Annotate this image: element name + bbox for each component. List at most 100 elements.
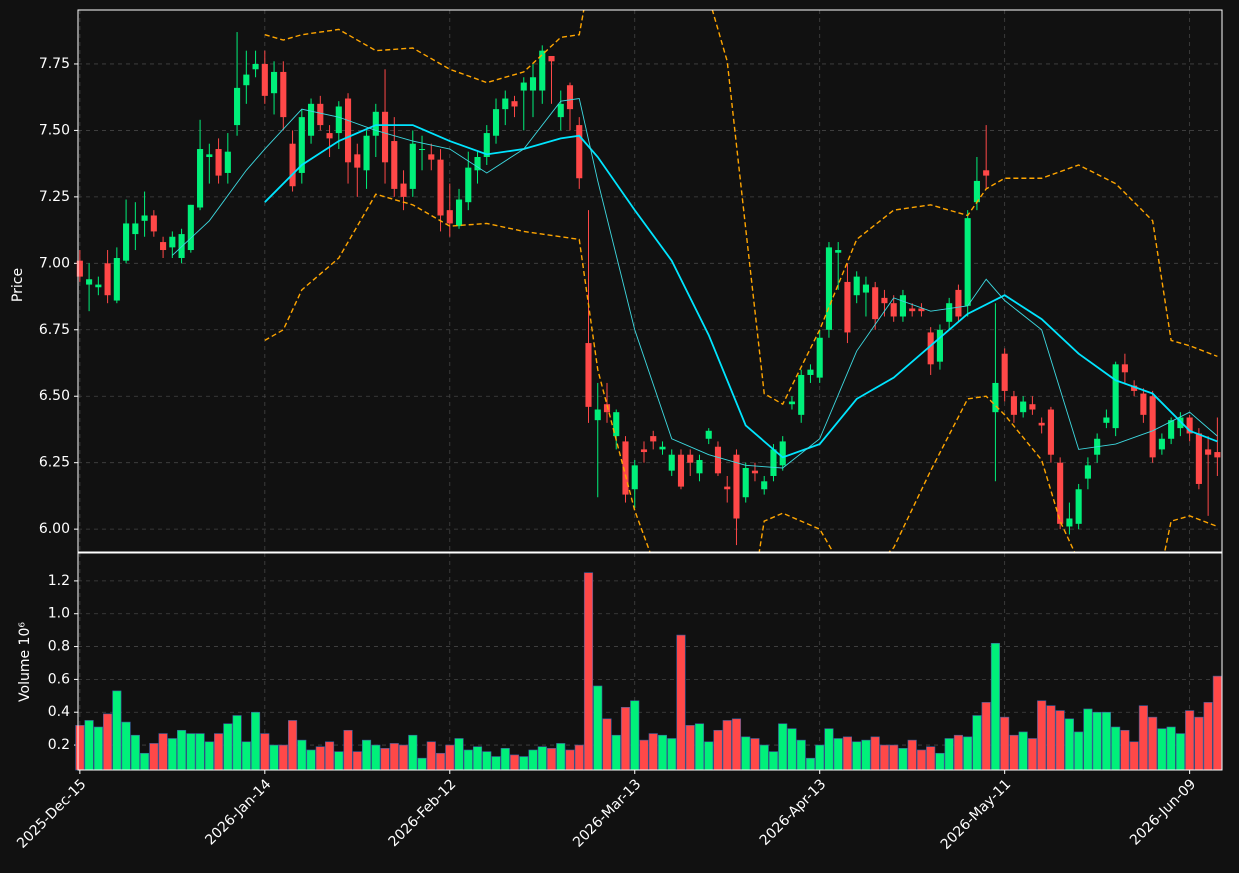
candle-body <box>1047 409 1054 455</box>
candle-body <box>1205 449 1212 455</box>
candle-body <box>298 117 305 173</box>
candle-body <box>613 412 620 437</box>
volume-bar <box>389 743 399 771</box>
candle-body <box>973 180 980 203</box>
volume-bar <box>676 634 686 771</box>
volume-bar <box>463 749 473 771</box>
volume-bar <box>768 751 779 771</box>
candle-body <box>317 103 324 126</box>
candle-body <box>1131 385 1138 391</box>
volume-bar <box>879 744 889 771</box>
volume-bar <box>519 756 529 771</box>
volume-bar <box>130 734 140 771</box>
volume-bar <box>500 748 510 771</box>
volume-bar <box>1055 710 1065 771</box>
volume-bar <box>1212 675 1222 771</box>
candle-body <box>344 98 352 163</box>
volume-bar <box>1064 718 1074 771</box>
volume-bar <box>1203 702 1213 771</box>
candle-body <box>946 303 953 322</box>
volume-bar <box>1120 729 1130 771</box>
y-tick-label: 6.75 <box>39 322 70 338</box>
volume-bar <box>796 739 806 771</box>
candle-body <box>363 135 370 171</box>
volume-bar <box>824 728 834 771</box>
candle-body <box>1084 465 1091 479</box>
volume-tick-label: 1.0 <box>48 606 70 622</box>
candle-body <box>668 454 675 471</box>
volume-bar <box>694 723 705 771</box>
volume-bar <box>546 748 557 771</box>
volume-bar <box>445 744 455 771</box>
volume-bar <box>1101 711 1111 771</box>
candle-body <box>197 149 204 208</box>
volume-bar <box>408 734 418 771</box>
volume-bar <box>371 744 381 771</box>
volume-bar <box>1037 700 1047 771</box>
volume-bar <box>815 744 825 771</box>
candle-body <box>1001 353 1008 391</box>
volume-bar <box>297 739 307 771</box>
overlay-line <box>264 193 1218 552</box>
volume-bar <box>528 749 538 771</box>
candle-body <box>1029 404 1036 410</box>
candle-body <box>890 303 897 317</box>
volume-bar <box>787 728 797 771</box>
volume-bar <box>149 743 159 771</box>
candle-body <box>446 210 453 224</box>
candle-body <box>650 436 657 442</box>
volume-bar <box>204 741 214 771</box>
volume-bar <box>214 733 224 771</box>
volume-bar <box>352 751 362 771</box>
overlay-line <box>264 124 1218 459</box>
candle-body <box>289 143 296 187</box>
volume-bar <box>861 739 871 771</box>
candle-body <box>113 258 120 301</box>
candle-body <box>141 215 148 221</box>
volume-bar <box>611 734 621 771</box>
volume-bar <box>685 725 695 771</box>
candle-body <box>206 154 213 157</box>
candle-body <box>1149 396 1156 458</box>
volume-bar <box>842 736 853 771</box>
candle-body <box>992 382 999 413</box>
volume-bar <box>648 733 658 771</box>
candle-body <box>400 183 407 197</box>
volume-bar <box>426 741 436 771</box>
volume-bar <box>482 751 492 771</box>
volume-bar <box>1018 731 1028 771</box>
candle-body <box>1121 364 1128 373</box>
candle-body <box>465 167 472 203</box>
candle-body <box>224 151 231 173</box>
candle-body <box>1186 417 1193 434</box>
volume-bar <box>186 733 196 771</box>
volume-bar <box>380 748 390 771</box>
candle-body <box>1214 452 1221 458</box>
volume-bar <box>935 752 945 771</box>
volume-bar <box>722 720 732 771</box>
candle-body <box>1103 417 1110 423</box>
volume-bar <box>944 738 954 771</box>
volume-bar <box>750 738 760 771</box>
volume-bar <box>417 757 427 771</box>
volume-bar <box>241 741 251 771</box>
volume-tick-label: 0.4 <box>48 704 70 720</box>
candle-body <box>326 133 333 139</box>
volume-bar <box>472 746 483 771</box>
candle-body <box>372 111 379 136</box>
volume-bar <box>833 738 843 771</box>
candle-body <box>844 281 851 333</box>
volume-bar <box>620 706 631 771</box>
volume-bar <box>1194 716 1204 771</box>
volume-bar <box>454 738 464 771</box>
volume-bar <box>103 713 113 771</box>
candle-body <box>234 87 241 126</box>
candle-body <box>779 441 786 466</box>
volume-bar <box>315 746 325 771</box>
volume-bar <box>852 741 862 771</box>
candle-body <box>936 329 943 362</box>
volume-axis-label: Volume 10⁶ <box>17 622 33 702</box>
volume-bar <box>1000 716 1010 771</box>
candle-body <box>474 156 481 171</box>
